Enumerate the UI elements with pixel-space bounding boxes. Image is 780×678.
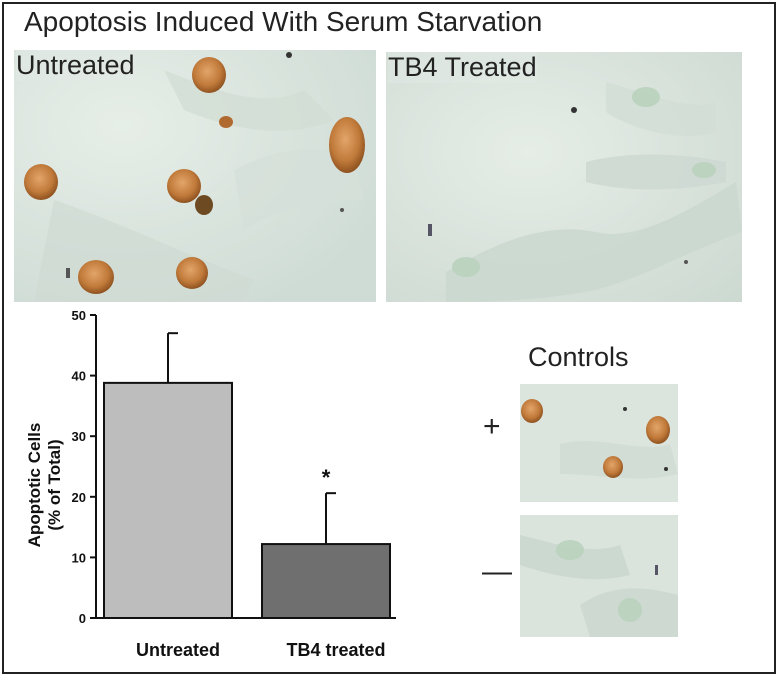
positive-control-micrograph: [520, 384, 678, 502]
figure-title: Apoptosis Induced With Serum Starvation: [24, 6, 543, 37]
chart-svg: Apoptotic Cells (% of Total) 0 10 20 30 40 50…: [25, 308, 396, 660]
untreated-cells-image: [14, 50, 376, 302]
untreated-micrograph: Untreated: [14, 50, 376, 302]
y-tick-label: 30: [72, 429, 86, 444]
controls-title: Controls: [528, 342, 629, 372]
y-tick-label: 20: [72, 490, 86, 505]
y-axis-label-line1: Apoptotic Cells: [25, 423, 44, 548]
positive-control-sign: +: [483, 410, 501, 443]
treated-cells-image: [386, 52, 742, 302]
significance-marker: *: [322, 465, 331, 490]
negative-control-sign: —: [482, 555, 512, 588]
y-tick-label: 0: [79, 611, 86, 626]
y-axis-label-line2: (% of Total): [45, 439, 64, 530]
tb4-treated-micrograph: TB4 Treated: [386, 52, 742, 302]
negative-control-image: [520, 515, 678, 637]
negative-control-micrograph: [520, 515, 678, 637]
x-category-label: Untreated: [136, 640, 220, 660]
bar-untreated: [103, 381, 233, 620]
treated-panel-label: TB4 Treated: [388, 52, 537, 83]
y-tick-label: 10: [72, 550, 86, 565]
bar-tb4-treated: [261, 543, 391, 619]
y-tick-label: 50: [72, 308, 86, 323]
apoptosis-bar-chart: Apoptotic Cells (% of Total) 0 10 20 30 40 50…: [0, 305, 470, 675]
positive-control-image: [520, 384, 678, 502]
x-category-label: TB4 treated: [286, 640, 385, 660]
y-tick-label: 40: [72, 369, 86, 384]
y-axis-label: Apoptotic Cells (% of Total): [25, 423, 64, 548]
untreated-panel-label: Untreated: [16, 50, 135, 81]
